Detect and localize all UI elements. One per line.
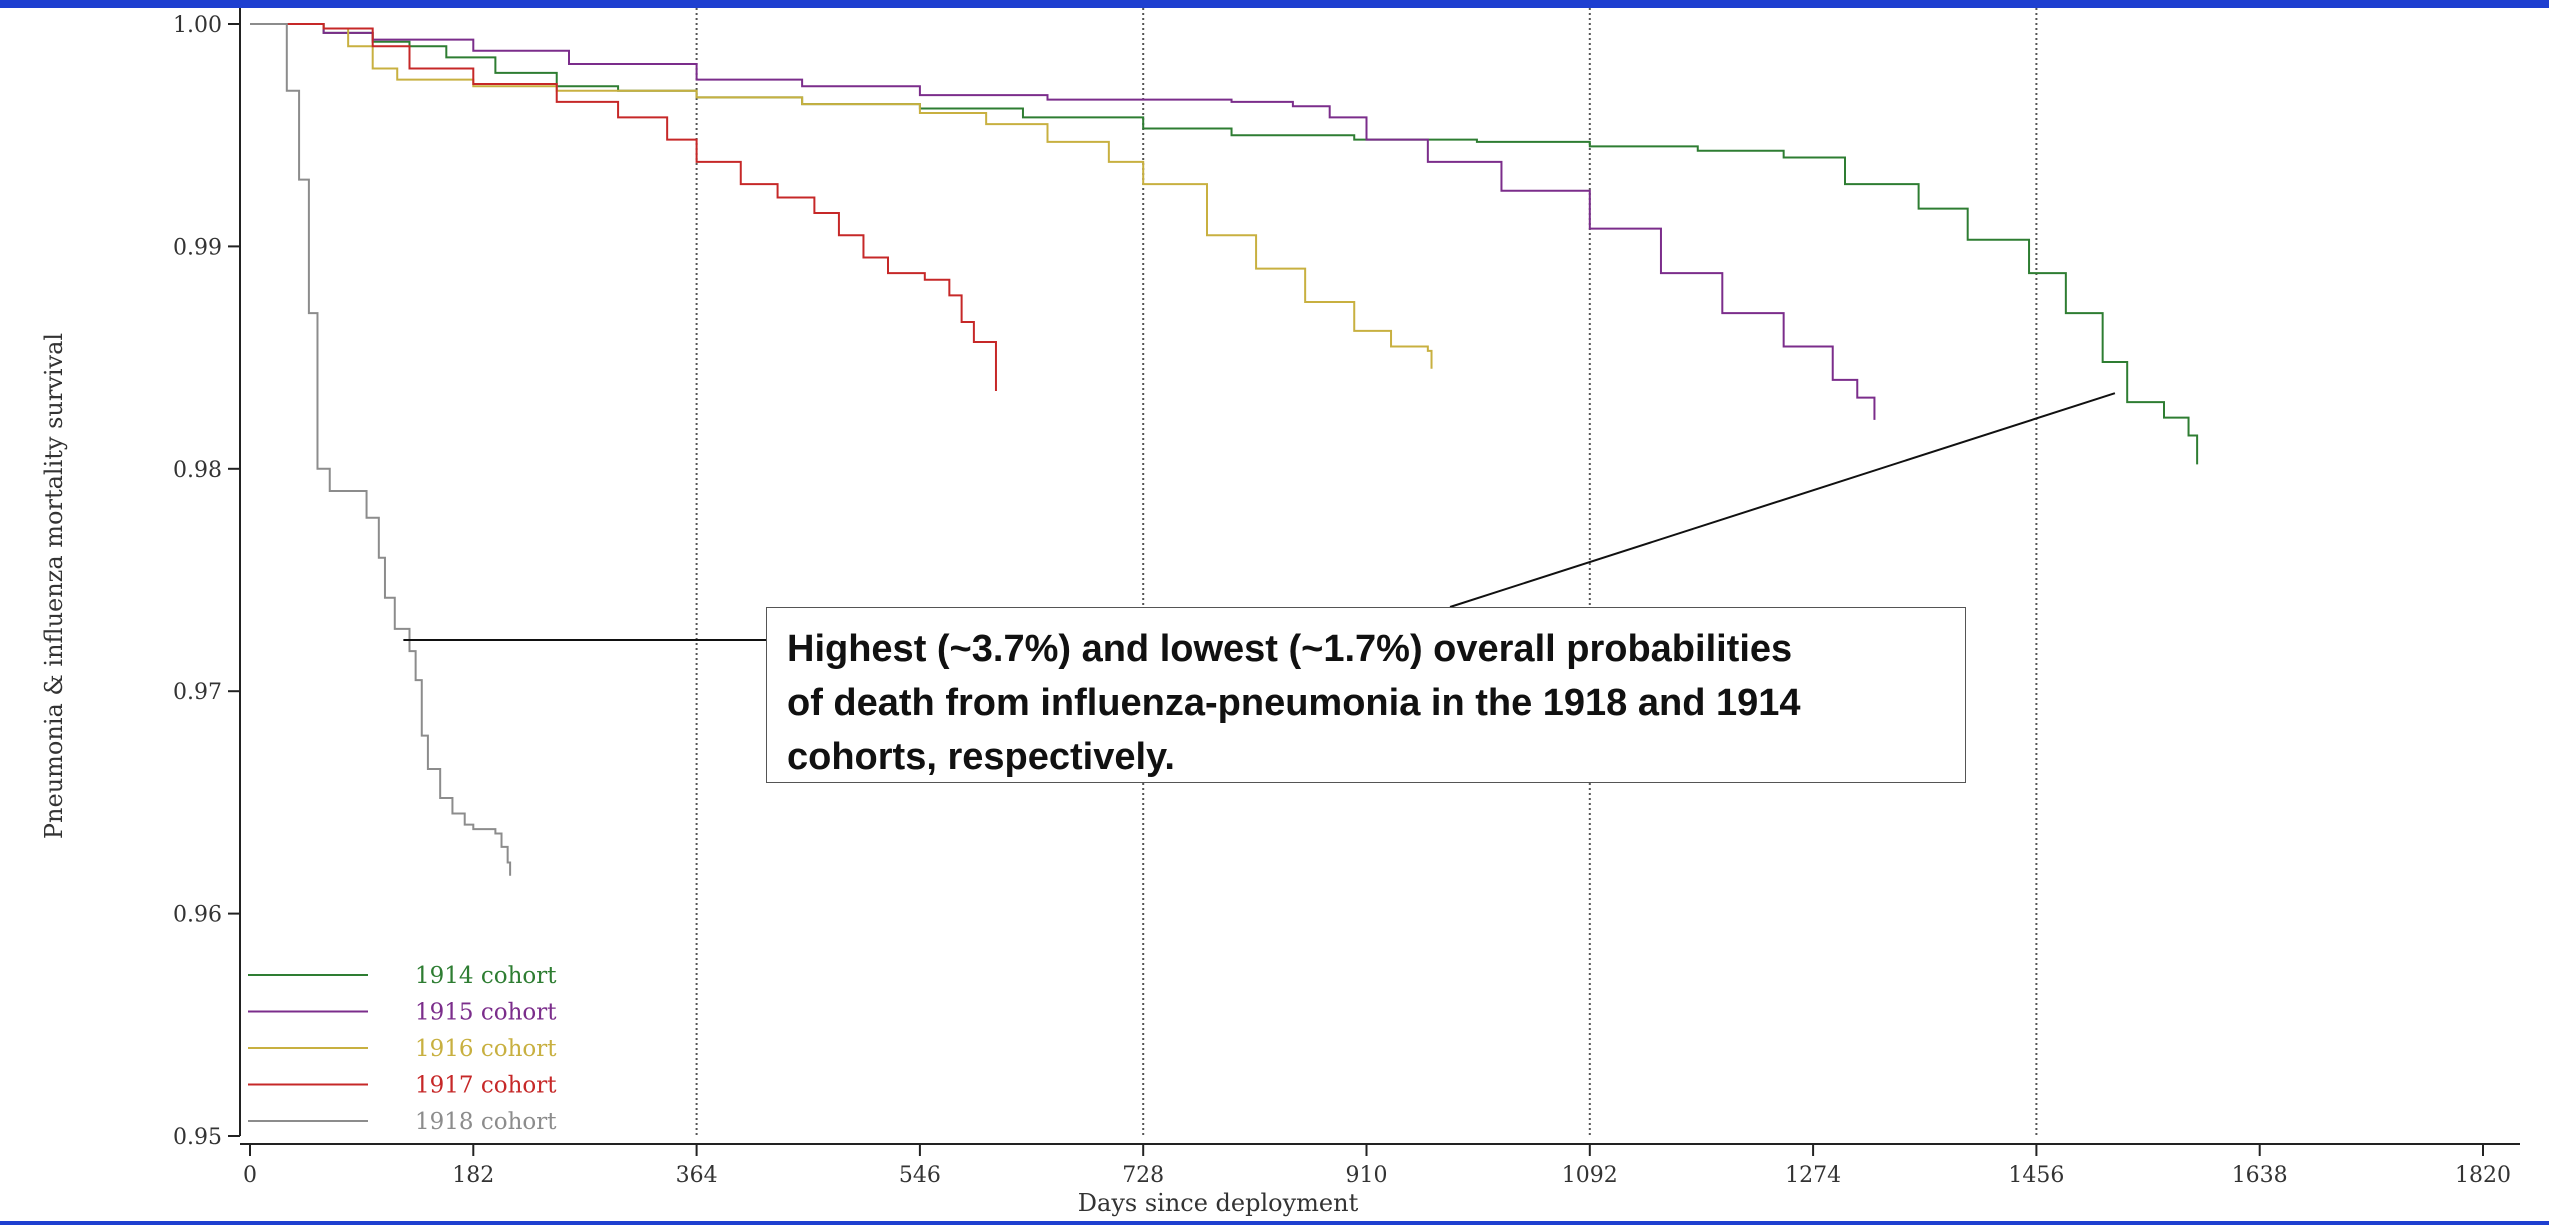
annotation-line-1: Highest (~3.7%) and lowest (~1.7%) overa… xyxy=(787,628,1793,670)
x-tick-label: 546 xyxy=(899,1163,941,1188)
x-tick-label: 1274 xyxy=(1785,1163,1841,1188)
y-axis-title: Pneumonia & influenza mortality survival xyxy=(40,333,68,839)
survival-chart: 0.95 0.96 0.97 0.98 0.99 1.00 0 182 364 546 728 910… xyxy=(40,8,2520,1217)
legend-label: 1917 cohort xyxy=(415,1073,557,1099)
x-tick-label: 1820 xyxy=(2455,1163,2511,1188)
x-tick-label: 182 xyxy=(452,1163,494,1188)
y-tick-label: 0.98 xyxy=(173,458,222,483)
series-line-1914-cohort xyxy=(250,23,2199,465)
x-tick-label: 728 xyxy=(1122,1163,1164,1188)
legend-label: 1915 cohort xyxy=(415,1000,557,1026)
x-tick-label: 910 xyxy=(1346,1163,1388,1188)
legend-label: 1914 cohort xyxy=(415,963,557,989)
annotation-line-2: of death from influenza-pneumonia in the… xyxy=(787,682,1801,724)
x-tick-label: 1638 xyxy=(2232,1163,2288,1188)
x-tick-label: 1092 xyxy=(1562,1163,1618,1188)
y-tick-label: 0.97 xyxy=(173,680,222,705)
y-tick-label: 0.95 xyxy=(173,1125,222,1150)
annotation-line-3: cohorts, respectively. xyxy=(787,736,1175,778)
annotation-pointer-1914-cohort xyxy=(1449,392,2116,608)
chart-frame: 0.95 0.96 0.97 0.98 0.99 1.00 0 182 364 546 728 910… xyxy=(0,8,2549,1221)
series-line-1918-cohort xyxy=(250,23,512,876)
y-tick-label: 0.96 xyxy=(173,903,222,928)
legend-label: 1918 cohort xyxy=(415,1109,557,1135)
series-line-1916-cohort xyxy=(250,23,1433,369)
annotation-box: Highest (~3.7%) and lowest (~1.7%) overa… xyxy=(766,607,1966,783)
legend-label: 1916 cohort xyxy=(415,1036,557,1062)
y-tick-label: 0.99 xyxy=(173,235,222,260)
x-tick-label: 364 xyxy=(676,1163,718,1188)
series-line-1915-cohort xyxy=(250,23,1876,420)
y-tick-label: 1.00 xyxy=(173,13,222,38)
x-axis-title: Days since deployment xyxy=(1078,1189,1359,1217)
x-tick-label: 1456 xyxy=(2008,1163,2064,1188)
x-tick-label: 0 xyxy=(243,1163,257,1188)
series-line-1917-cohort xyxy=(250,23,997,391)
